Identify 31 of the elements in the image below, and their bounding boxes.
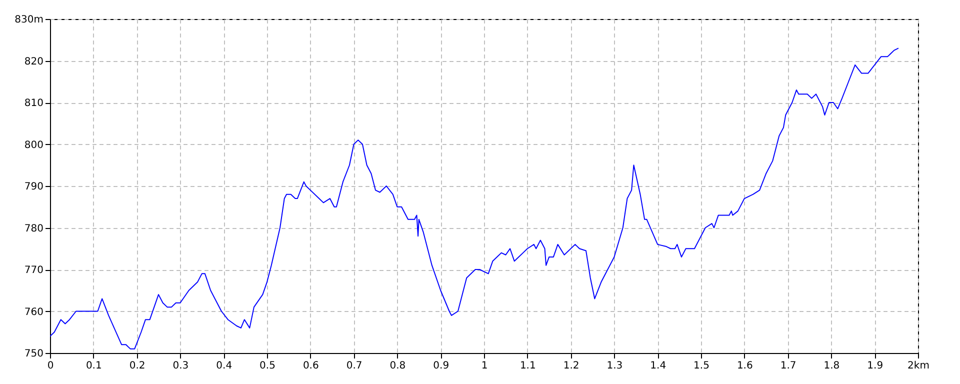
x-tick-label: 0.5 xyxy=(260,360,276,372)
y-tick-label: 820 xyxy=(24,56,44,68)
x-tick-label: 0.3 xyxy=(172,360,189,372)
x-tick-label: 1.2 xyxy=(563,360,580,372)
line-series xyxy=(50,48,899,350)
x-tick-label: 0.1 xyxy=(86,360,102,372)
x-tick-label: 0 xyxy=(47,360,54,372)
x-tick-label: 1.1 xyxy=(520,360,536,372)
x-tick-label: 1.6 xyxy=(736,360,753,372)
y-tick-label: 780 xyxy=(24,223,44,234)
y-tick-label: 810 xyxy=(24,98,44,109)
x-tick-label: 0.4 xyxy=(216,360,232,372)
x-tick-label: 1.3 xyxy=(606,360,623,372)
y-tick-label: 800 xyxy=(24,140,44,151)
x-tick-label: 0.2 xyxy=(129,360,146,372)
y-tick-label: 790 xyxy=(24,182,44,192)
x-tick-label: 0.7 xyxy=(346,360,362,372)
x-tick-label: 1.9 xyxy=(867,360,884,372)
x-tick-label: 0.6 xyxy=(302,360,319,372)
x-tick-label: 1.5 xyxy=(694,360,710,372)
x-tick-label: 1 xyxy=(481,360,488,372)
y-tick-label: 760 xyxy=(24,306,44,318)
y-tick-label: 750 xyxy=(24,348,44,360)
y-tick-label: 830m xyxy=(14,14,44,26)
x-tick-label: 0.9 xyxy=(433,360,450,372)
x-tick-label: 0.8 xyxy=(390,360,406,372)
x-tick-label: 1.4 xyxy=(650,360,666,372)
x-tick-label: 1.8 xyxy=(824,360,840,372)
x-tick-label: 1.7 xyxy=(780,360,796,372)
y-tick-label: 770 xyxy=(24,265,44,276)
x-tick-label: 2km xyxy=(908,360,930,372)
